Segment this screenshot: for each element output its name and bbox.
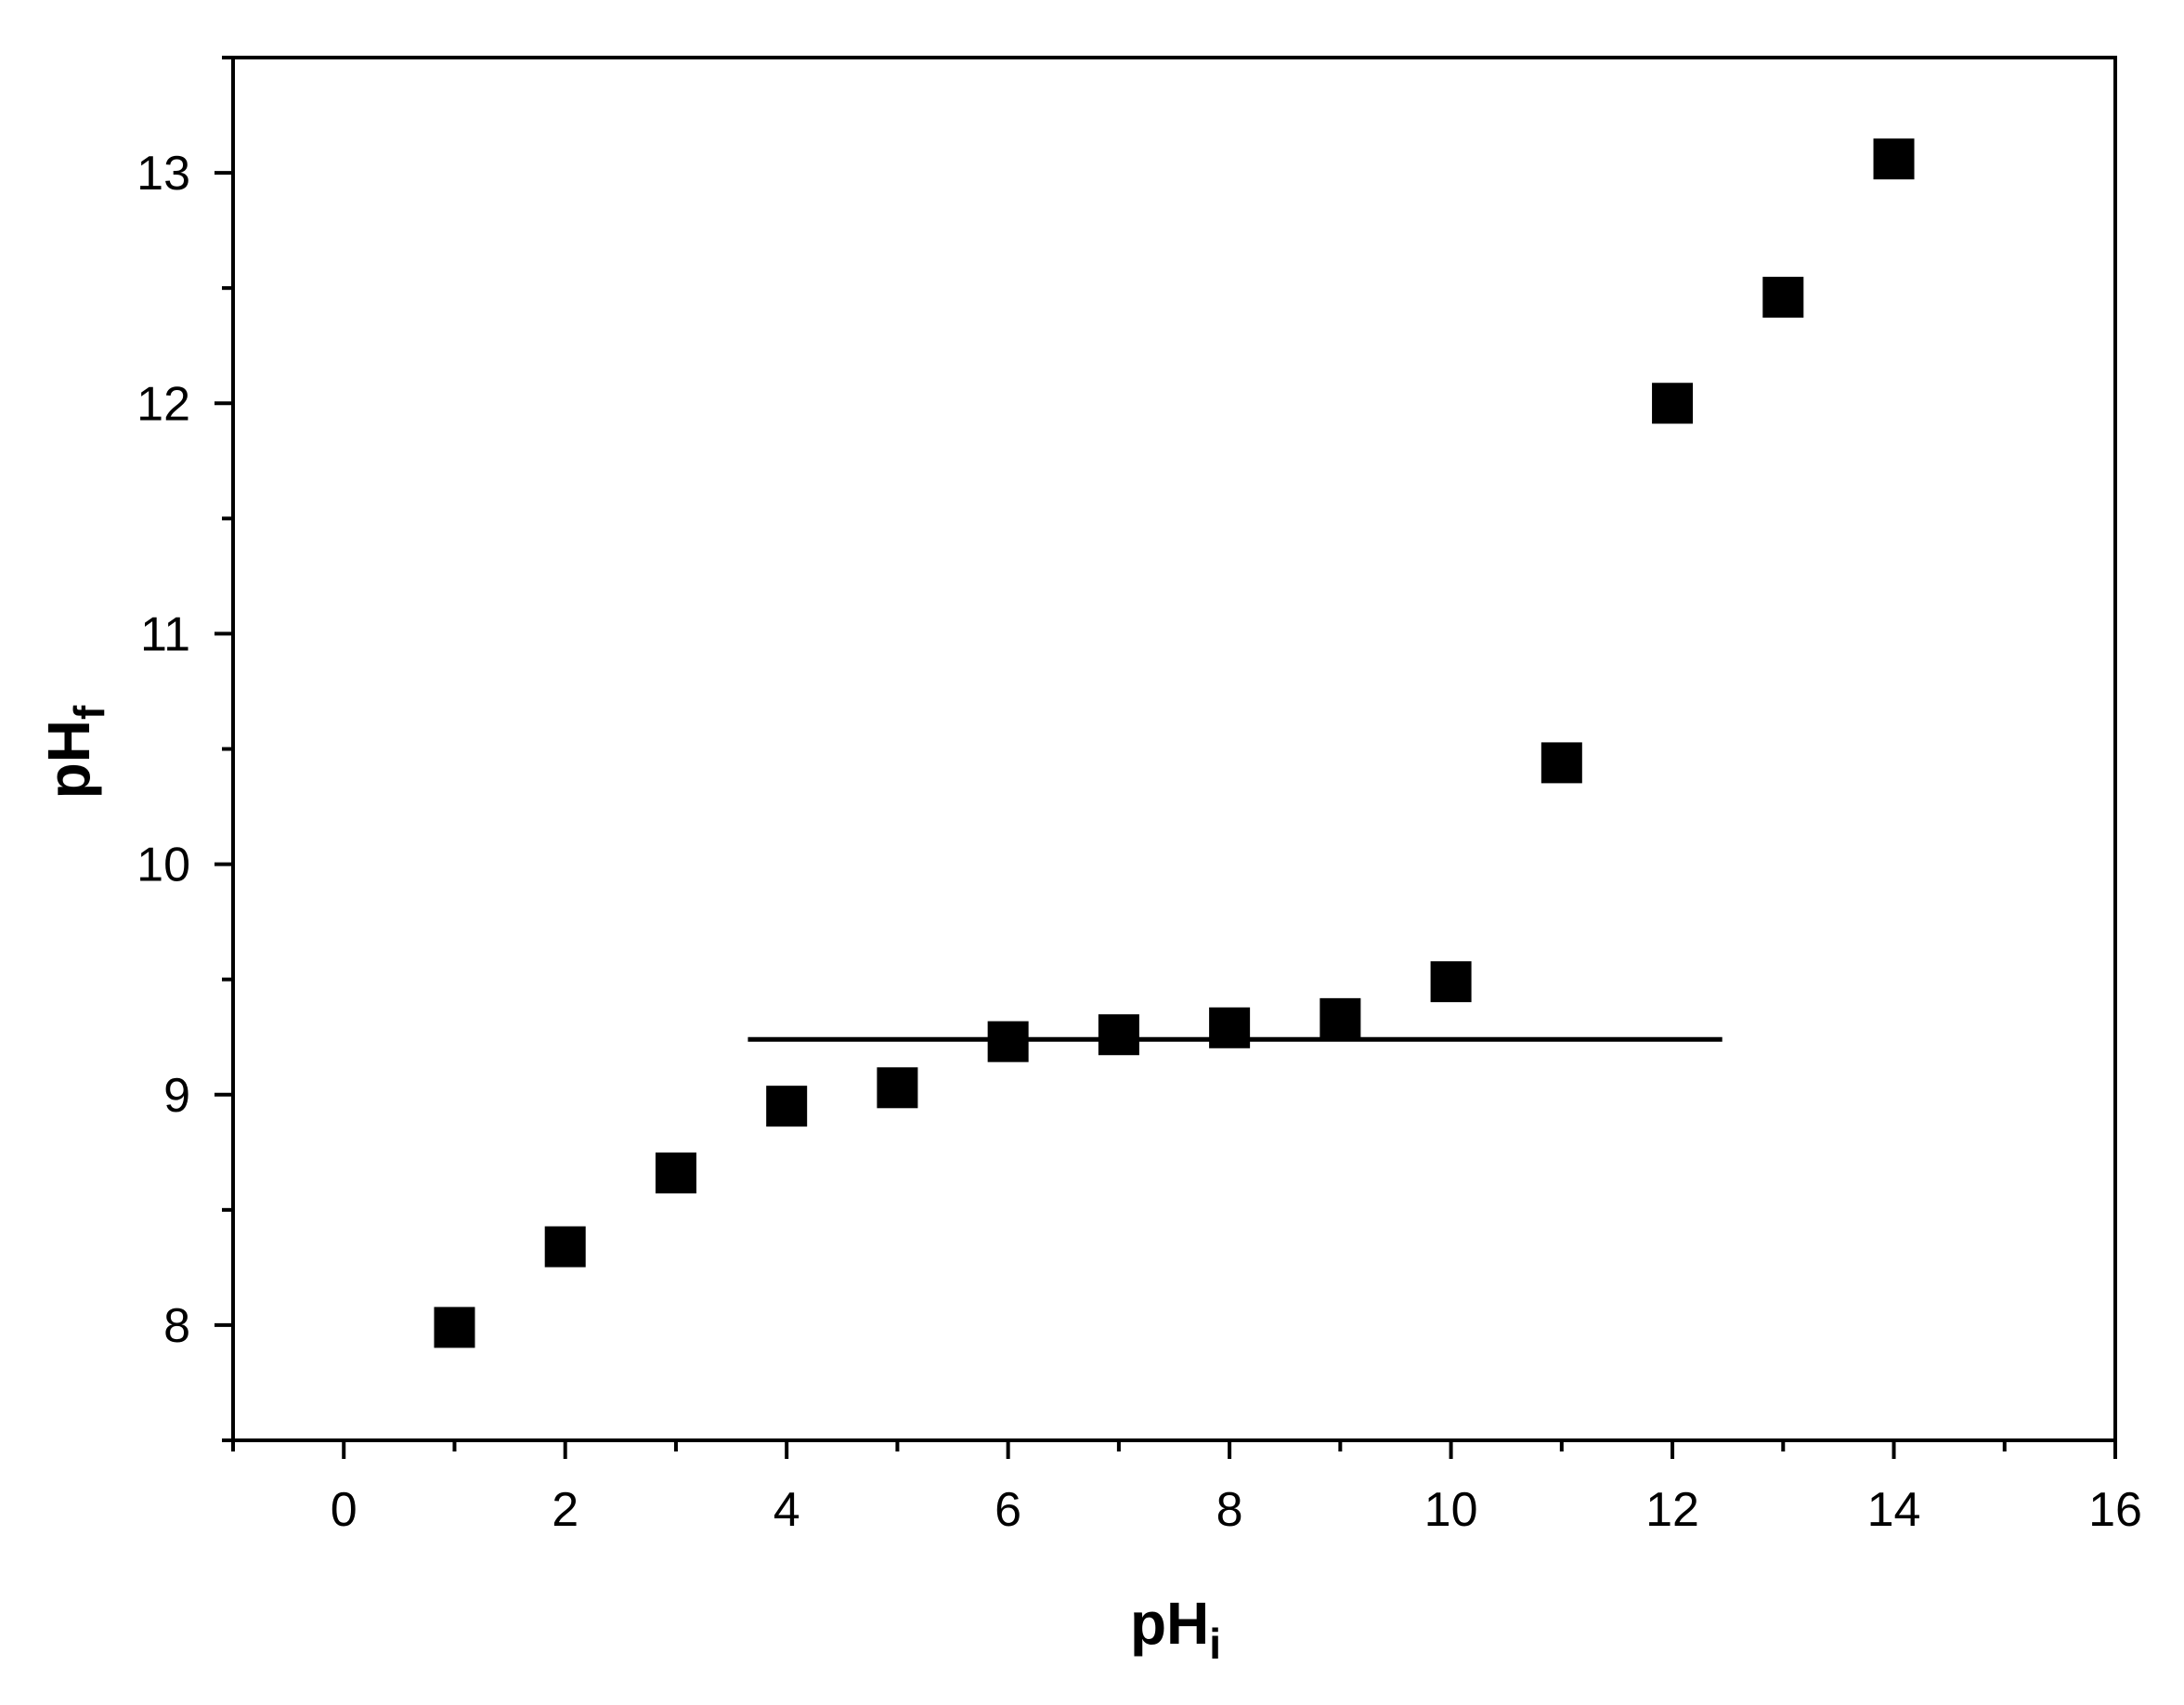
x-tick-label: 14 xyxy=(1867,1483,1921,1537)
y-tick-label: 13 xyxy=(136,147,190,201)
y-axis-title-group: pHf xyxy=(35,705,113,799)
data-point-square xyxy=(544,1226,586,1268)
y-tick-label: 9 xyxy=(163,1069,190,1123)
x-tick-label: 6 xyxy=(994,1483,1021,1537)
y-tick-label: 8 xyxy=(163,1299,190,1353)
data-point-square xyxy=(1873,138,1915,180)
y-tick-labels: 8 9 10 11 12 13 xyxy=(136,147,190,1353)
x-tick-label: 4 xyxy=(774,1483,800,1537)
axis-ticks xyxy=(214,56,2117,1459)
plot-frame xyxy=(231,56,2117,1442)
data-point-square xyxy=(877,1067,918,1109)
data-point-square xyxy=(1762,277,1804,319)
y-axis-title-subscript: f xyxy=(65,705,113,720)
data-point-square xyxy=(1320,997,1361,1039)
x-axis-title-main: pH xyxy=(1130,1590,1209,1657)
x-tick-label: 0 xyxy=(331,1483,358,1537)
data-point-square xyxy=(655,1152,696,1194)
data-point-square xyxy=(987,1021,1029,1062)
y-tick-label: 12 xyxy=(136,377,190,431)
data-point-square xyxy=(1430,961,1472,1003)
y-axis-title: pHf xyxy=(35,705,113,799)
x-tick-label: 12 xyxy=(1645,1483,1699,1537)
y-tick-label: 11 xyxy=(140,607,190,661)
x-axis-title: pHi xyxy=(1130,1590,1221,1668)
data-point-square xyxy=(1209,1007,1251,1048)
data-point-square xyxy=(1540,742,1582,784)
data-point-square xyxy=(1098,1014,1139,1056)
x-tick-label: 8 xyxy=(1216,1483,1243,1537)
data-point-square xyxy=(434,1307,475,1348)
y-tick-label: 10 xyxy=(136,839,190,892)
data-points xyxy=(434,138,1915,1348)
x-axis-title-subscript: i xyxy=(1209,1620,1221,1668)
x-tick-label: 10 xyxy=(1424,1483,1478,1537)
data-point-square xyxy=(766,1086,808,1127)
x-tick-label: 2 xyxy=(552,1483,578,1537)
data-point-square xyxy=(1652,383,1694,424)
y-axis-title-main: pH xyxy=(35,720,102,799)
x-tick-labels: 0 2 4 6 8 10 12 14 16 xyxy=(331,1483,2142,1537)
x-tick-label: 16 xyxy=(2088,1483,2142,1537)
